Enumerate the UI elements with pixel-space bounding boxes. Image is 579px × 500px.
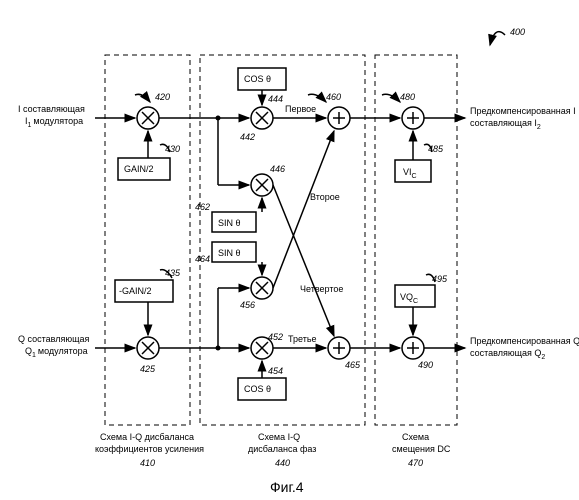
edge-fourth: Четвертое bbox=[300, 284, 343, 294]
cos-bot-label: COS θ bbox=[244, 384, 271, 394]
mult-425 bbox=[137, 337, 159, 359]
mult-446 bbox=[251, 174, 273, 196]
ref-485: 485 bbox=[428, 144, 444, 154]
sum-490 bbox=[402, 337, 424, 359]
ref-446: 446 bbox=[270, 164, 285, 174]
mult-420 bbox=[137, 107, 159, 129]
stage2-ref: 440 bbox=[275, 458, 290, 468]
ref-444: 444 bbox=[268, 94, 283, 104]
edge-second: Второе bbox=[310, 192, 340, 202]
mult-442 bbox=[251, 107, 273, 129]
sum-460 bbox=[328, 107, 350, 129]
svg-text:составляющая Q2: составляющая Q2 bbox=[470, 348, 545, 361]
ref-480: 480 bbox=[400, 92, 415, 102]
ref-460: 460 bbox=[326, 92, 341, 102]
stage3-ref: 470 bbox=[408, 458, 423, 468]
stage2-cap1: Схема I-Q bbox=[258, 432, 300, 442]
stage2-cap2: дисбаланса фаз bbox=[248, 444, 316, 454]
out-i-l1: Предкомпенсированная I bbox=[470, 106, 576, 116]
ref-490: 490 bbox=[418, 360, 433, 370]
ref-430: 430 bbox=[165, 144, 180, 154]
stage1-ref: 410 bbox=[140, 458, 155, 468]
input-q-line1: Q составляющая bbox=[18, 334, 89, 344]
ref-456: 456 bbox=[240, 300, 255, 310]
ref-425: 425 bbox=[140, 364, 156, 374]
ref-420: 420 bbox=[155, 92, 170, 102]
mult-456 bbox=[251, 277, 273, 299]
gain-n-label: -GAIN/2 bbox=[119, 286, 152, 296]
edge-third: Третье bbox=[288, 334, 317, 344]
ref-465: 465 bbox=[345, 360, 361, 370]
stage1-cap2: коэффициентов усиления bbox=[95, 444, 204, 454]
edge-first: Первое bbox=[285, 104, 316, 114]
stage3-cap2: смещения DC bbox=[392, 444, 451, 454]
input-q-sym: Q bbox=[25, 346, 32, 356]
input-i-line1: I составляющая bbox=[18, 104, 85, 114]
ref-462: 462 bbox=[195, 202, 210, 212]
svg-text:SIN θ: SIN θ bbox=[218, 218, 241, 228]
ref-454: 454 bbox=[268, 366, 283, 376]
stage3-cap1: Схема bbox=[402, 432, 429, 442]
svg-text:I1модулятора: I1модулятора bbox=[25, 116, 83, 129]
out-q-l1: Предкомпенсированная Q bbox=[470, 336, 579, 346]
svg-text:составляющая I2: составляющая I2 bbox=[470, 118, 541, 131]
stage1-cap1: Схема I-Q дисбаланса bbox=[100, 432, 194, 442]
gain-p-label: GAIN/2 bbox=[124, 164, 154, 174]
ref-442: 442 bbox=[240, 132, 255, 142]
svg-text:Q1модулятора: Q1модулятора bbox=[25, 346, 88, 359]
ref-452: 452 bbox=[268, 332, 283, 342]
sum-465 bbox=[328, 337, 350, 359]
cos-top-label: COS θ bbox=[244, 74, 271, 84]
ref-400: 400 bbox=[510, 27, 525, 37]
svg-text:SIN θ: SIN θ bbox=[218, 248, 241, 258]
sum-480 bbox=[402, 107, 424, 129]
figure-label: Фиг.4 bbox=[270, 479, 304, 495]
ref-464: 464 bbox=[195, 254, 210, 264]
